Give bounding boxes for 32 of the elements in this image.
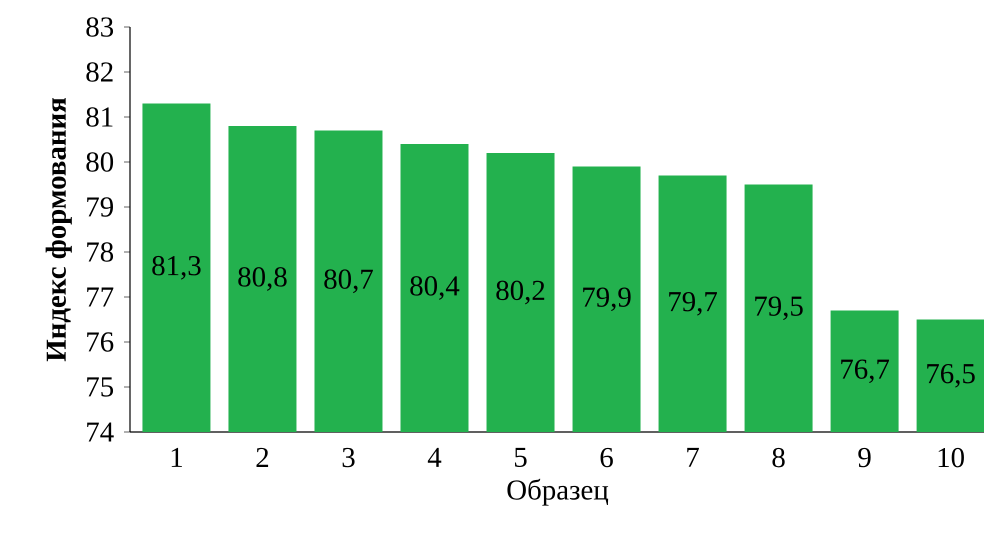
- y-tick-label: 81: [86, 107, 112, 127]
- data-label: 81,3: [152, 256, 201, 280]
- y-tick-label: 82: [86, 62, 113, 82]
- y-tick-label: 80: [86, 152, 114, 172]
- x-tick-label: 10: [938, 448, 964, 468]
- x-tick-label: 3: [342, 448, 355, 468]
- y-tick-label: 78: [87, 242, 114, 262]
- data-label: 79,7: [669, 292, 717, 316]
- data-label: 76,5: [927, 364, 975, 388]
- y-tick-label: 76: [87, 332, 114, 352]
- y-axis-title: Индекс формования: [46, 98, 72, 362]
- x-tick-label: 7: [687, 448, 699, 467]
- data-label: 76,7: [841, 359, 890, 384]
- x-tick-label: 5: [514, 448, 527, 468]
- x-tick-label: 2: [256, 448, 268, 467]
- y-tick-label: 79: [87, 197, 113, 217]
- x-tick-label: 9: [858, 448, 871, 468]
- y-tick-label: 75: [87, 377, 114, 397]
- data-label: 80,7: [324, 269, 373, 294]
- data-label: 80,4: [410, 276, 460, 300]
- data-label: 80,8: [238, 267, 287, 291]
- x-tick-label: 4: [428, 448, 442, 467]
- y-tick-label: 74: [87, 422, 114, 442]
- x-axis-title: Образец: [507, 478, 608, 506]
- data-label: 79,5: [755, 296, 803, 320]
- x-tick-label: 8: [772, 448, 785, 468]
- data-label: 79,9: [583, 287, 631, 312]
- y-tick-label: 83: [86, 17, 114, 37]
- data-label: 80,2: [496, 280, 544, 304]
- y-tick-label: 77: [87, 288, 114, 306]
- x-tick-label: 6: [600, 448, 613, 468]
- x-tick-label: 1: [172, 448, 182, 467]
